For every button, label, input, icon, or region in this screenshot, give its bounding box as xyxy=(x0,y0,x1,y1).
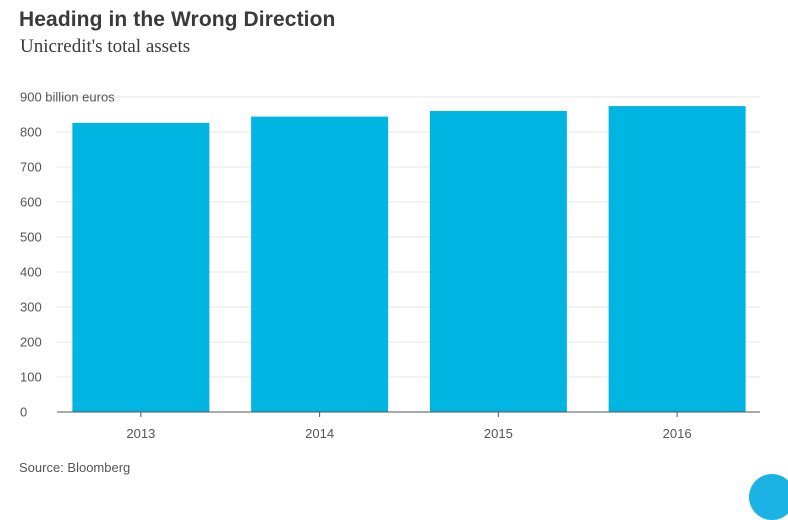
chart-title: Heading in the Wrong Direction xyxy=(19,8,336,31)
bar-2015 xyxy=(429,111,567,412)
y-tick-label: 500 xyxy=(20,230,42,245)
y-tick-labels: 0 100 200 300 400 500 600 700 800 900 billion eur… xyxy=(20,90,115,420)
x-tick-label: 2013 xyxy=(126,426,155,441)
y-tick-label: 100 xyxy=(20,370,42,385)
bar-chart: 0 100 200 300 400 500 600 700 800 900 billion eur… xyxy=(20,90,760,441)
y-tick-label: 300 xyxy=(20,300,42,315)
x-tick-label: 2014 xyxy=(305,426,334,441)
y-tick-label: 700 xyxy=(20,160,42,175)
chart-subtitle: Unicredit's total assets xyxy=(20,36,191,57)
y-tick-label: 900 billion euros xyxy=(20,90,115,105)
x-tick-label: 2016 xyxy=(663,426,692,441)
y-tick-label: 200 xyxy=(20,335,42,350)
bars xyxy=(72,106,746,413)
y-tick-label: 0 xyxy=(20,405,27,420)
bar-2014 xyxy=(251,116,389,412)
bar-2013 xyxy=(72,122,210,413)
x-axis xyxy=(57,411,760,417)
y-tick-label: 800 xyxy=(20,125,42,140)
source-note: Source: Bloomberg xyxy=(19,460,131,475)
bar-2016 xyxy=(608,106,746,412)
x-tick-label: 2015 xyxy=(484,426,513,441)
y-tick-label: 600 xyxy=(20,195,42,210)
accent-dot xyxy=(749,474,788,520)
x-tick-labels: 2013 2014 2015 2016 xyxy=(126,426,691,441)
y-tick-label: 400 xyxy=(20,265,42,280)
